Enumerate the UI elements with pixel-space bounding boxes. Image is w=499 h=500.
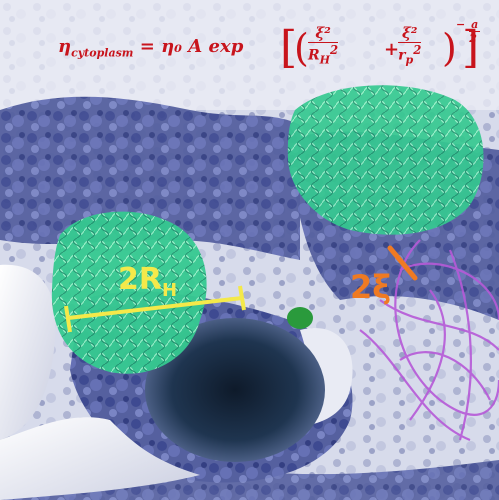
- left-paren: (: [294, 26, 309, 70]
- fraction-rp: ξ² rp2: [398, 24, 422, 67]
- left-bracket: [: [280, 22, 298, 73]
- equation-exponent: − a 2: [456, 18, 481, 45]
- membrane-left: [0, 264, 56, 440]
- viscosity-equation: ηcytoplasm = η₀ A exp [ ( ξ² RH2 + ξ² rp…: [58, 18, 481, 78]
- mesh-size-label: 2ξ: [350, 268, 392, 306]
- equation-lhs: ηcytoplasm = η₀ A exp: [58, 36, 244, 60]
- fraction-rh: ξ² RH2: [308, 24, 339, 67]
- small-green-protein: [287, 307, 313, 329]
- plus-sign: +: [384, 39, 400, 60]
- hydrodynamic-diameter-label: 2RH: [118, 262, 178, 301]
- right-paren: ): [442, 26, 457, 70]
- membrane-bottom-left: [0, 417, 200, 500]
- right-bracket: ]: [462, 22, 480, 73]
- green-probe-protein-left: [51, 211, 207, 374]
- mesh-size-bar: [387, 245, 418, 281]
- green-probe-protein-right: [287, 85, 484, 235]
- hydrodynamic-diameter-bar: [64, 285, 246, 333]
- pore-opening: [145, 318, 325, 462]
- crowd-upper-left: [0, 96, 300, 260]
- filament-network: [359, 239, 499, 442]
